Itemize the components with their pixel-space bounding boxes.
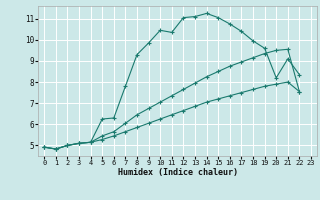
X-axis label: Humidex (Indice chaleur): Humidex (Indice chaleur): [118, 168, 238, 177]
